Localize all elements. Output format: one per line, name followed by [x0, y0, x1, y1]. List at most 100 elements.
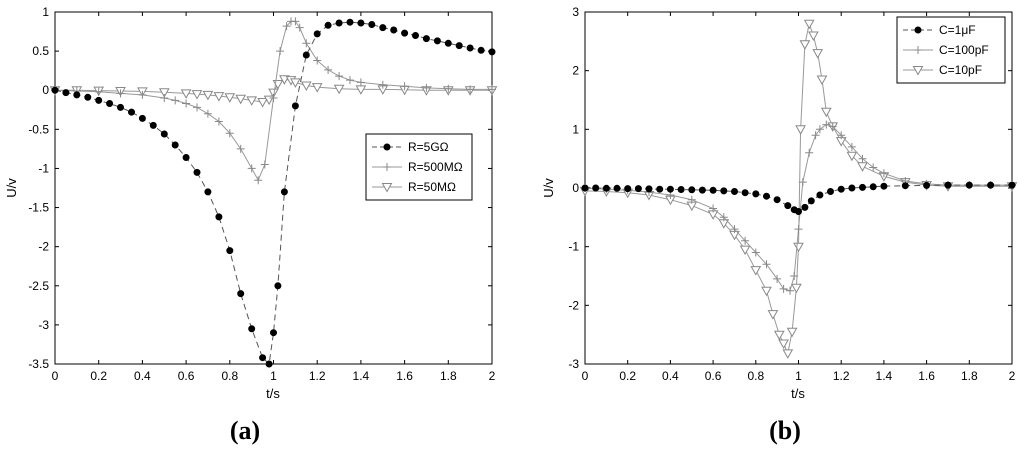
y-tick-label: -2.5 — [28, 279, 49, 293]
x-axis-label: t/s — [266, 386, 280, 401]
x-tick-label: 1.2 — [833, 369, 850, 383]
data-point — [84, 93, 92, 101]
x-tick-label: 2 — [489, 369, 496, 383]
data-point — [128, 108, 135, 116]
data-point — [117, 103, 124, 111]
legend-label: C=100pF — [939, 43, 989, 57]
data-point — [226, 247, 234, 255]
data-point — [720, 187, 728, 195]
y-tick-label: -0.5 — [28, 122, 49, 136]
y-tick-label: 1 — [572, 122, 579, 136]
data-point — [160, 130, 168, 138]
x-tick-label: 1.4 — [876, 369, 893, 383]
y-tick-label: -1 — [38, 161, 49, 175]
x-tick-label: 0 — [582, 369, 589, 383]
data-point — [62, 89, 70, 97]
y-tick-label: -1.5 — [28, 201, 49, 215]
legend-label: R=5GΩ — [408, 140, 449, 154]
x-tick-label: 0.6 — [705, 369, 722, 383]
data-point — [215, 213, 223, 221]
data-point — [171, 141, 179, 149]
data-point — [581, 184, 589, 192]
x-tick-labels: 0 0.2 0.4 0.6 0.8 1 1.2 1.4 1.6 1.8 2 — [52, 12, 496, 383]
data-point — [73, 91, 81, 99]
x-axis-label: t/s — [791, 386, 805, 401]
x-tick-label: 1 — [270, 369, 277, 383]
data-point — [411, 31, 420, 40]
data-point — [869, 183, 877, 191]
data-point — [656, 185, 664, 193]
data-point — [265, 360, 273, 368]
x-tick-label: 1.6 — [396, 369, 413, 383]
data-point — [488, 48, 496, 56]
data-point — [807, 197, 815, 205]
data-point — [794, 208, 803, 215]
data-point — [51, 86, 59, 94]
data-point — [269, 329, 278, 337]
y-tick-label: 2 — [572, 64, 579, 78]
legend-label: C=1μF — [939, 23, 976, 37]
y-tick-label: -3 — [38, 318, 49, 332]
data-point — [837, 185, 845, 193]
y-axis-label: U/v — [4, 178, 19, 198]
data-point — [688, 186, 696, 194]
data-point — [848, 184, 856, 192]
y-tick-label: -1 — [568, 240, 579, 254]
data-point — [182, 154, 190, 161]
series-1 — [51, 18, 496, 368]
y-tick-label: 0 — [572, 181, 579, 195]
y-tick-label: -3.5 — [28, 357, 49, 371]
y-axis-label: U/v — [541, 178, 556, 198]
x-tick-label: 1.6 — [918, 369, 935, 383]
series-layer — [50, 16, 497, 368]
data-point — [741, 189, 749, 197]
data-point — [901, 182, 909, 190]
series-line — [54, 20, 492, 182]
data-point — [433, 37, 441, 45]
data-point — [302, 51, 310, 59]
data-point — [466, 44, 474, 52]
x-tick-label: 0.6 — [178, 369, 195, 383]
data-point — [357, 19, 365, 27]
series-line — [584, 124, 1012, 292]
data-point — [455, 42, 463, 50]
x-tick-label: 1.8 — [961, 369, 978, 383]
data-point — [645, 185, 653, 193]
data-point — [193, 168, 201, 176]
data-point — [677, 186, 685, 193]
chart-panel-a: 0 0.2 0.4 0.6 0.8 1 1.2 1.4 1.6 1.8 2 1 0.5 0 -0.5 -1 -… — [4, 5, 497, 445]
data-point — [106, 100, 114, 107]
data-point — [752, 190, 760, 198]
y-tick-label: 1 — [42, 5, 49, 19]
data-point — [138, 114, 146, 122]
legend: R=5GΩ R=500MΩ R=50MΩ — [365, 133, 473, 201]
data-point — [324, 21, 332, 29]
legend: C=1μF C=100pF C=10pF — [896, 16, 1006, 84]
data-point — [602, 184, 610, 192]
y-tick-labels: 3 2 1 0 -1 -2 -3 — [568, 5, 1012, 371]
y-tick-label: -2 — [568, 298, 579, 312]
x-tick-label: 1.2 — [309, 369, 326, 383]
y-tick-label: 3 — [572, 5, 579, 19]
y-tick-label: -2 — [38, 240, 49, 254]
y-tick-label: 0 — [42, 83, 49, 97]
panel-caption-b: (b) — [769, 416, 801, 445]
legend-label: R=50MΩ — [408, 180, 456, 194]
panel-caption-a: (a) — [230, 416, 260, 445]
data-point — [762, 192, 771, 200]
data-point — [634, 185, 642, 193]
data-point — [923, 181, 931, 189]
data-point — [816, 191, 824, 199]
data-point — [709, 186, 717, 194]
y-tick-label: -3 — [568, 357, 579, 371]
data-point — [237, 290, 245, 298]
series-2 — [50, 16, 497, 185]
data-point — [95, 96, 103, 104]
data-point — [730, 188, 739, 195]
legend-marker — [383, 143, 391, 151]
data-point — [1008, 181, 1016, 189]
data-point — [149, 121, 157, 129]
chart-panel-b: 0 0.2 0.4 0.6 0.8 1 1.2 1.4 1.6 1.8 2 3 2 1 0 -1 -2 -3 t… — [541, 5, 1017, 445]
x-tick-label: 0.4 — [662, 369, 679, 383]
